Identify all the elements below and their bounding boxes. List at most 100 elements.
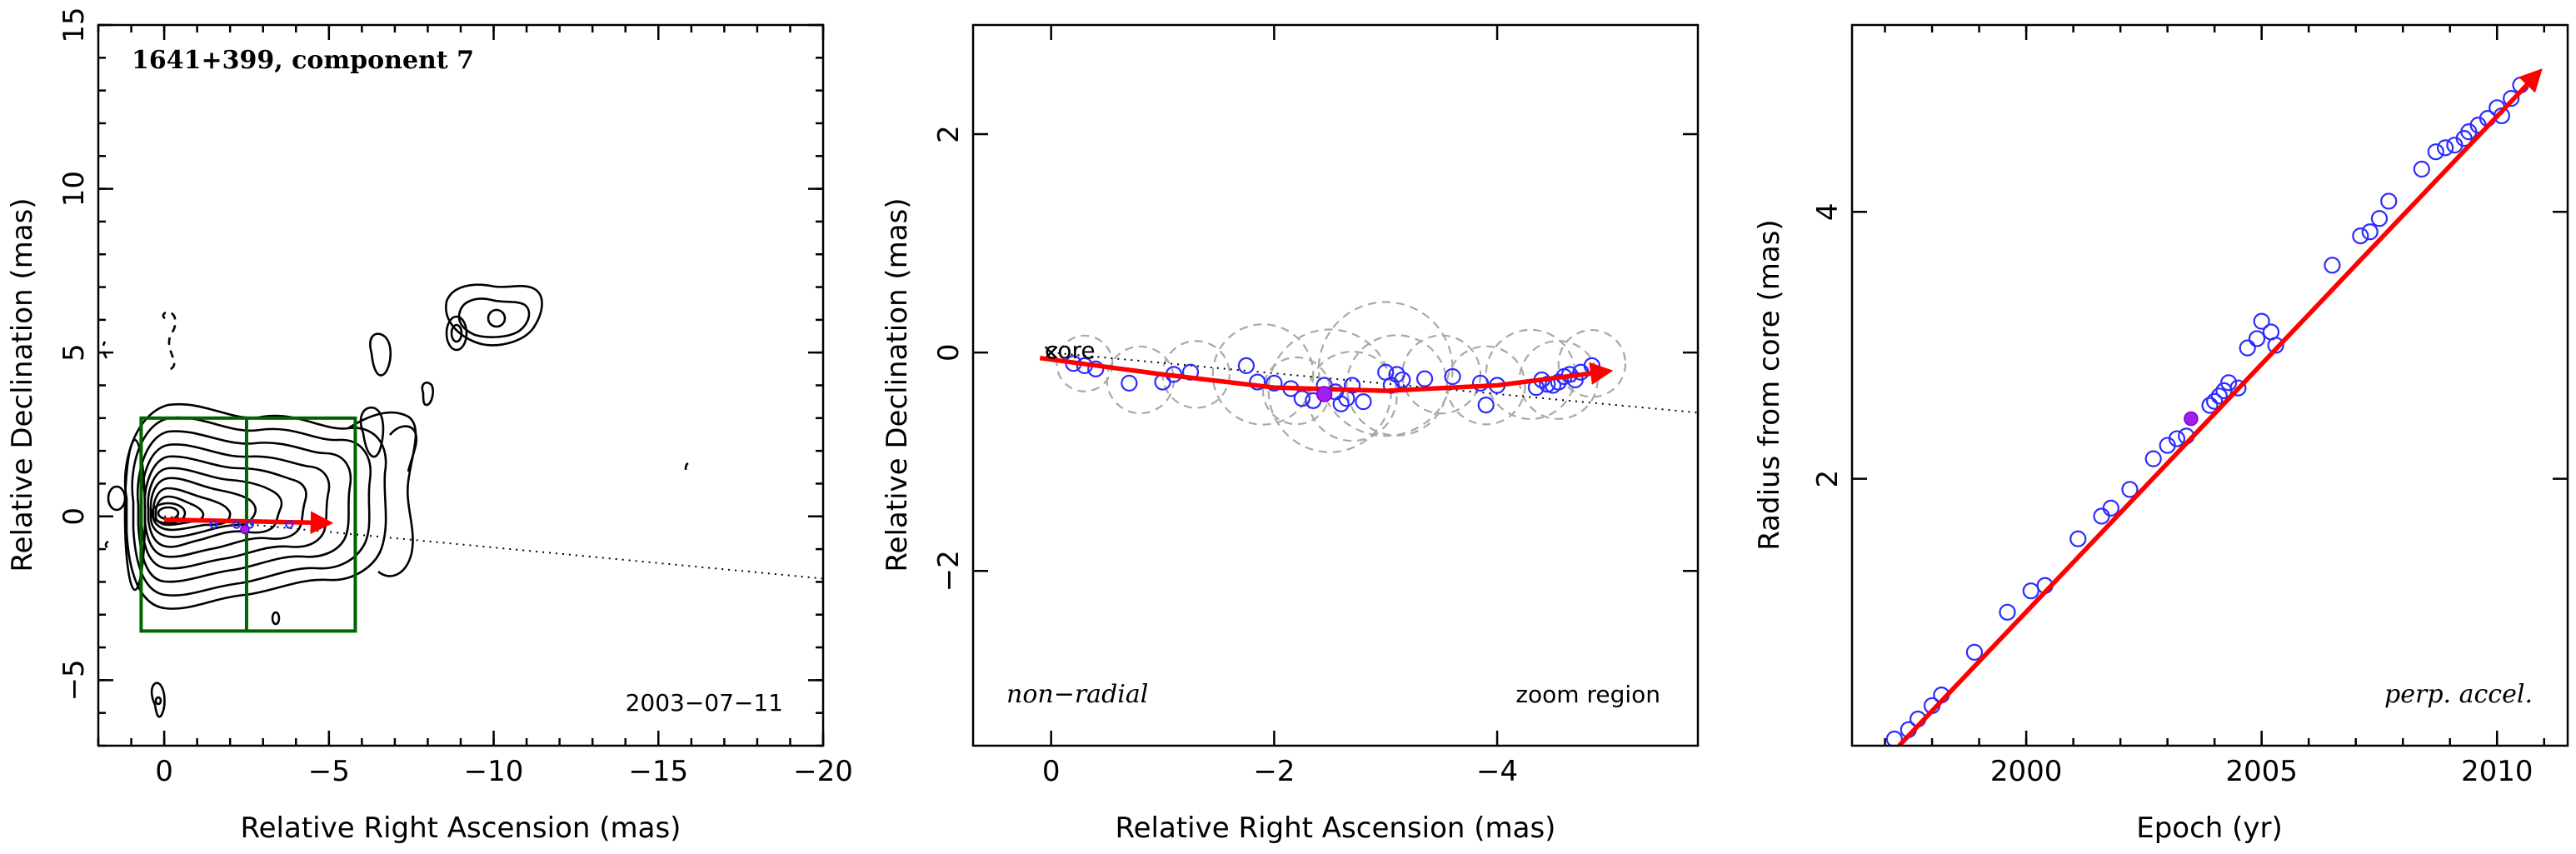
- image-y-tick-label: 0: [57, 507, 91, 526]
- epoch-radius-point: [2436, 139, 2454, 157]
- contour-counterjet: [107, 485, 127, 512]
- component-position-point: [1332, 395, 1350, 412]
- model-component-circle: [1261, 356, 1331, 426]
- epoch-radius-point: [2102, 499, 2119, 517]
- component-position-point: [1415, 370, 1434, 387]
- component-position-point: [1477, 396, 1495, 414]
- component-point-small: [245, 520, 255, 529]
- epoch-radius-point: [2220, 374, 2238, 392]
- epoch-radius-point: [2380, 192, 2398, 210]
- radial-fit-arrow: [1897, 68, 2543, 746]
- epoch-radius-point: [2361, 223, 2379, 241]
- zoom-panel-frame: [971, 23, 1700, 747]
- epoch-radius-point: [2093, 507, 2110, 525]
- contour-level-12: [157, 506, 180, 521]
- model-component-circle: [1401, 334, 1482, 415]
- core-cross-b: [1044, 346, 1058, 360]
- model-component-circle: [1211, 323, 1315, 426]
- component-position-point: [1550, 373, 1567, 391]
- image-x-tick-label: −20: [793, 755, 853, 788]
- model-component-circle: [1056, 334, 1114, 392]
- zoom-y-tick-label: 0: [932, 343, 966, 362]
- contour-level-6: [143, 455, 307, 558]
- reference-epoch-point: [1315, 386, 1333, 402]
- image-y-tick-label: 15: [57, 7, 91, 42]
- epoch-radius-point: [2427, 143, 2444, 161]
- epoch-radius-point: [1965, 643, 1984, 661]
- component-position-point: [1394, 371, 1411, 389]
- model-component-circle: [1445, 345, 1526, 426]
- zoom-y-axis-label: Relative Declination (mas): [881, 197, 914, 572]
- contour-knot-1: [359, 406, 385, 458]
- epoch-radius-point: [2370, 210, 2389, 227]
- zoom-x-tick-label: −2: [1253, 755, 1295, 788]
- image-x-tick-label: 0: [155, 755, 173, 788]
- component-position-point: [1121, 374, 1138, 392]
- epoch-radius-point: [1999, 603, 2016, 621]
- contour-level-11: [150, 502, 187, 525]
- reference-point-small: [240, 524, 250, 535]
- epoch-radius-point: [2267, 337, 2284, 354]
- core-label: core: [1045, 337, 1096, 364]
- radius-y-tick-label: 4: [1811, 202, 1845, 221]
- component-point-small: [209, 520, 218, 529]
- contour-far-blob-core: [154, 696, 162, 706]
- contour-level-9: [152, 487, 232, 532]
- epoch-radius-point: [2121, 481, 2139, 498]
- jet-contours: [102, 283, 690, 718]
- image-y-axis-label: Relative Declination (mas): [6, 197, 39, 572]
- radius-y-axis-label: Radius from core (mas): [1753, 219, 1786, 550]
- model-component-circle: [1557, 329, 1627, 398]
- radius-x-tick-label: 2005: [2225, 755, 2298, 788]
- contour-knot-7: [450, 323, 463, 343]
- epoch-radius-point: [2352, 227, 2369, 245]
- reference-epoch-point-radius: [2184, 411, 2199, 427]
- contour-negative-4: [104, 540, 109, 550]
- image-x-tick-label: −10: [464, 755, 524, 788]
- model-component-circle: [1345, 334, 1448, 437]
- radius-y-tick-label: 2: [1811, 470, 1845, 488]
- contour-level-4: [137, 430, 352, 583]
- contour-knot-3: [421, 382, 434, 407]
- component-point-small: [285, 520, 294, 529]
- epoch-x-axis-label: Epoch (yr): [2136, 812, 2283, 845]
- contour-level-8: [149, 477, 257, 538]
- epoch-radius-point: [2248, 330, 2266, 347]
- image-x-tick-label: −15: [628, 755, 688, 788]
- component-point-small: [232, 520, 242, 529]
- contour-negative-1: [162, 311, 177, 371]
- contour-jet-ext-1: [347, 411, 417, 577]
- radius-epoch-panel: 2000 2005 2010 2 4 perp. accel. Epoch (yr) R…: [1753, 23, 2569, 845]
- image-y-tick-label: −5: [57, 659, 91, 701]
- contour-level-3: [131, 416, 372, 597]
- zoom-x-tick-label: 0: [1042, 755, 1061, 788]
- epoch-radius-point: [2069, 530, 2087, 547]
- radius-x-tick-label: 2010: [2461, 755, 2534, 788]
- contour-far-blob: [150, 682, 166, 718]
- contour-knot-5: [457, 297, 531, 338]
- contour-knot-4: [445, 283, 543, 347]
- epoch-radius-point: [2253, 312, 2270, 330]
- zoom-x-axis-label: Relative Right Ascension (mas): [1116, 812, 1556, 845]
- contour-level-2: [123, 402, 387, 610]
- contour-negative-3: [684, 462, 690, 476]
- epoch-radius-point: [2144, 450, 2162, 467]
- radius-epoch-panel-frame: [1850, 23, 2569, 747]
- zoom-y-tick-label: −2: [932, 550, 966, 592]
- model-component-circle: [1106, 345, 1176, 415]
- image-panel-frame: [97, 23, 825, 747]
- component-position-point: [1388, 366, 1405, 383]
- epoch-radius-point: [2022, 582, 2039, 600]
- component-position-point: [1249, 373, 1266, 391]
- zoom-x-tick-label: −4: [1476, 755, 1518, 788]
- image-panel: 0 −5 −10 −15 −20 −5 0 5 10 15 1641+399, component…: [6, 7, 853, 845]
- component-position-point: [1087, 360, 1105, 377]
- image-y-tick-label: 10: [57, 171, 91, 207]
- epoch-date-label: 2003−07−11: [626, 689, 783, 717]
- epoch-radius-point: [2168, 430, 2186, 447]
- zoom-panel: 0 −2 −4 −2 0 2 core non−radial zoom region Re…: [881, 23, 1700, 845]
- radius-x-tick-label: 2000: [1990, 755, 2063, 788]
- epoch-radius-point: [1885, 730, 1903, 746]
- component-position-point: [1266, 374, 1283, 392]
